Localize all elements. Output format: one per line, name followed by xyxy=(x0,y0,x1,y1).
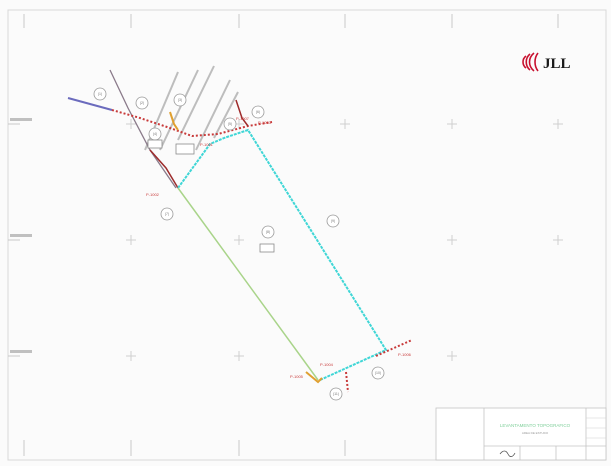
cyan-boundary xyxy=(177,128,388,381)
point-label: P-1006 xyxy=(398,352,412,357)
svg-text:(6): (6) xyxy=(256,110,260,114)
parcel-numbers: (1) (2) (3) (4) (5) (6) (7) (8) (9) (10)… xyxy=(98,92,381,396)
svg-text:(1): (1) xyxy=(98,92,102,96)
parcel-circles xyxy=(93,87,385,401)
point-label: P-1005 xyxy=(290,374,304,379)
dark-red-boundary xyxy=(149,149,179,189)
blue-road xyxy=(67,97,113,111)
point-label: P-1007 xyxy=(236,116,250,121)
point-labels: P-1001 P-1002 P-1003 P-1004 P-1005 P-100… xyxy=(146,116,412,379)
parcel-tags xyxy=(147,139,275,253)
svg-text:JLL: JLL xyxy=(543,56,571,72)
svg-text:(4): (4) xyxy=(153,132,157,136)
left-coordinate-text xyxy=(10,118,32,353)
signature xyxy=(499,450,516,457)
svg-text:(7): (7) xyxy=(165,212,169,216)
orange-marker-bottom xyxy=(305,371,323,384)
svg-text:(9): (9) xyxy=(331,219,335,223)
svg-text:(2): (2) xyxy=(140,101,144,105)
title-block-subtitle: AREA DE ESTUDO xyxy=(522,431,549,435)
point-label: P-1004 xyxy=(320,362,334,367)
svg-text:(5): (5) xyxy=(228,122,232,126)
svg-text:(11): (11) xyxy=(333,392,339,396)
svg-text:(3): (3) xyxy=(178,98,182,102)
title-block: LEVANTAMENTO TOPOGRAFICO AREA DE ESTUDO xyxy=(435,407,607,461)
grid-ticks-top xyxy=(23,14,559,28)
road-centerline xyxy=(109,69,177,189)
svg-text:(10): (10) xyxy=(375,371,381,375)
grid-ticks-bottom xyxy=(23,440,346,456)
sheet-border xyxy=(7,9,607,461)
point-label: P-1003 xyxy=(258,120,272,125)
dark-red-segment xyxy=(235,99,249,127)
jll-logo: JLL xyxy=(522,52,571,72)
title-block-title: LEVANTAMENTO TOPOGRAFICO xyxy=(500,423,571,428)
grid-crosses xyxy=(126,119,563,361)
grid-ticks-left xyxy=(8,123,20,357)
green-boundary xyxy=(177,187,319,381)
point-label: P-1001 xyxy=(200,142,214,147)
orange-marker xyxy=(169,111,179,131)
red-corner-ticks xyxy=(345,339,413,393)
point-label: P-1002 xyxy=(146,192,160,197)
svg-text:(8): (8) xyxy=(266,230,270,234)
